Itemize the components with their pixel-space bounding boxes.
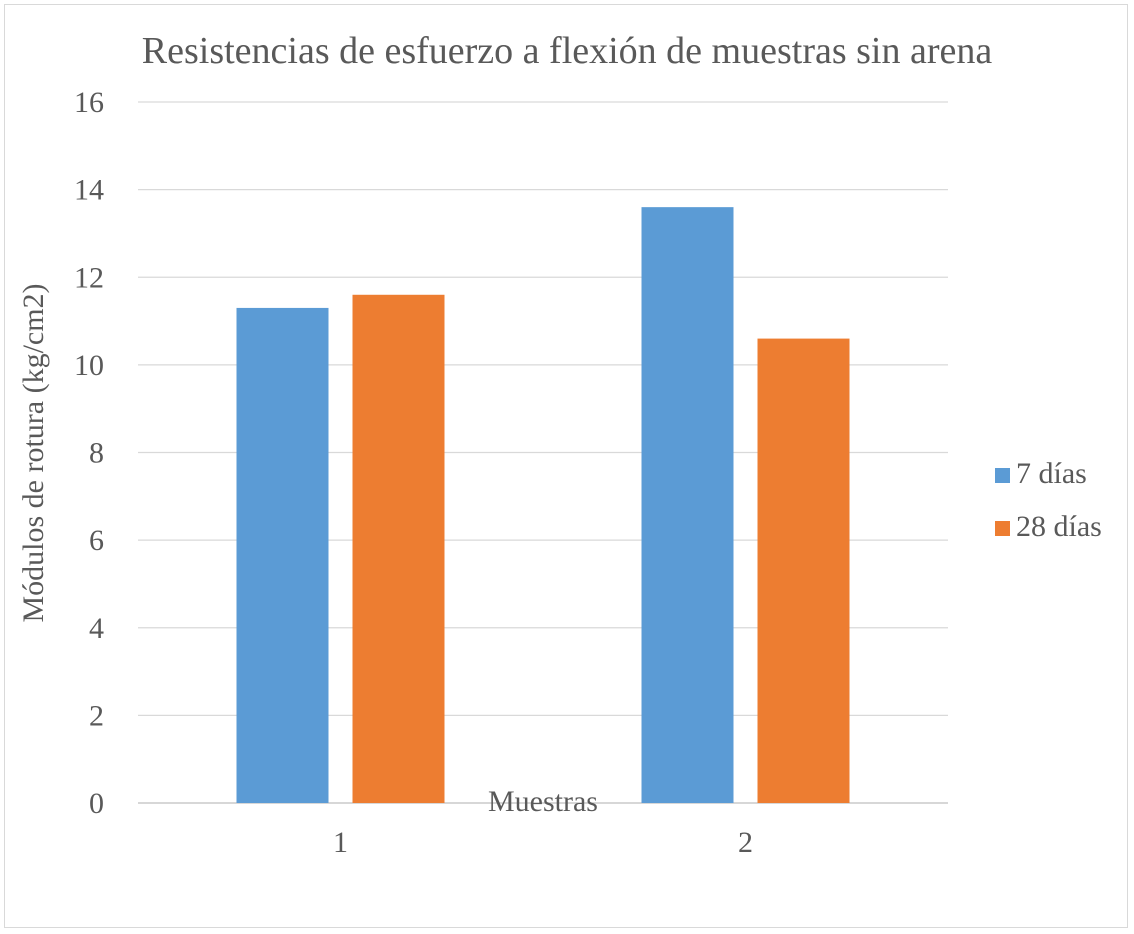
legend-swatch <box>995 521 1010 536</box>
y-tick-label: 6 <box>89 524 104 557</box>
legend-label: 28 días <box>1016 510 1102 543</box>
chart-title: Resistencias de esfuerzo a flexión de mu… <box>142 30 993 72</box>
x-tick-label: 1 <box>333 826 348 859</box>
y-tick-label: 14 <box>74 174 104 207</box>
bar-28-días-2 <box>757 338 850 803</box>
y-tick-label: 10 <box>74 349 104 382</box>
y-axis-label: Módulos de rotura (kg/cm2) <box>17 283 50 622</box>
x-tick-label: 2 <box>738 826 753 859</box>
bar-7-días-2 <box>641 207 734 803</box>
y-tick-label: 16 <box>74 86 104 119</box>
y-tick-label: 0 <box>89 787 104 820</box>
x-axis-label: Muestras <box>488 785 598 818</box>
y-tick-label: 4 <box>89 612 104 645</box>
legend-label: 7 días <box>1016 457 1087 490</box>
y-tick-label: 12 <box>74 261 104 294</box>
y-axis-ticks: 0 2 4 6 8 10 12 14 16 <box>74 86 104 820</box>
y-tick-label: 2 <box>89 699 104 732</box>
legend-swatch <box>995 468 1010 483</box>
bar-7-días-1 <box>236 307 329 803</box>
y-tick-label: 8 <box>89 437 104 470</box>
chart-frame <box>4 4 1128 928</box>
legend: 7 días 28 días <box>995 457 1102 543</box>
bars <box>236 207 850 803</box>
bar-28-días-1 <box>352 294 445 803</box>
